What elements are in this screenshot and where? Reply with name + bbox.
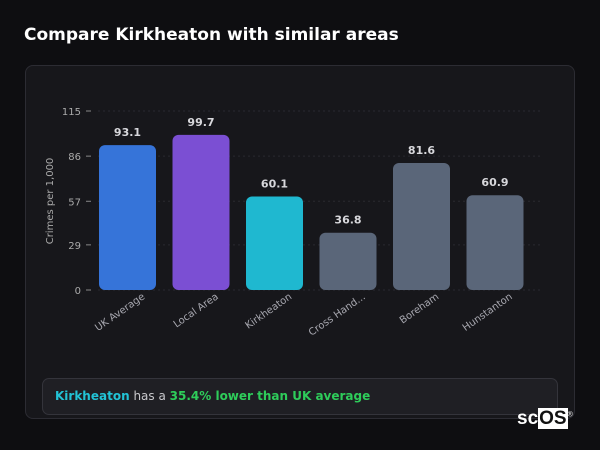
bar-value-label: 93.1 <box>114 126 141 139</box>
summary-place: Kirkheaton <box>55 389 130 403</box>
bar <box>172 134 230 290</box>
x-tick-label: Boreham <box>398 291 441 326</box>
x-tick-label: Cross Hand... <box>307 291 368 338</box>
bar <box>466 195 524 290</box>
page-title: Compare Kirkheaton with similar areas <box>24 25 399 45</box>
bar-value-label: 36.8 <box>334 214 361 227</box>
y-tick-label: 115 <box>62 107 81 118</box>
y-tick-label: 86 <box>68 152 81 163</box>
bar-value-label: 60.9 <box>481 176 508 189</box>
x-tick-label: Kirkheaton <box>243 291 294 331</box>
bar <box>99 145 156 290</box>
y-tick-label: 0 <box>75 286 81 297</box>
bar <box>246 196 303 290</box>
scos-logo: scOS® <box>517 408 573 429</box>
x-tick-label: UK Average <box>93 291 147 333</box>
summary-box: Kirkheaton has a 35.4% lower than UK ave… <box>42 378 558 415</box>
y-tick-label: 29 <box>68 241 81 252</box>
summary-text: has a <box>129 389 170 403</box>
x-tick-label: Local Area <box>172 291 221 330</box>
x-tick-label: Hunstanton <box>461 291 515 333</box>
y-tick-label: 57 <box>68 197 81 208</box>
y-axis-label: Crimes per 1,000 <box>45 158 56 245</box>
bar-value-label: 81.6 <box>408 144 435 157</box>
bar <box>319 232 377 290</box>
bar-value-label: 99.7 <box>187 116 214 129</box>
bar <box>393 162 450 290</box>
summary-comparison: 35.4% lower than UK average <box>169 389 371 403</box>
bar-value-label: 60.1 <box>261 177 288 190</box>
